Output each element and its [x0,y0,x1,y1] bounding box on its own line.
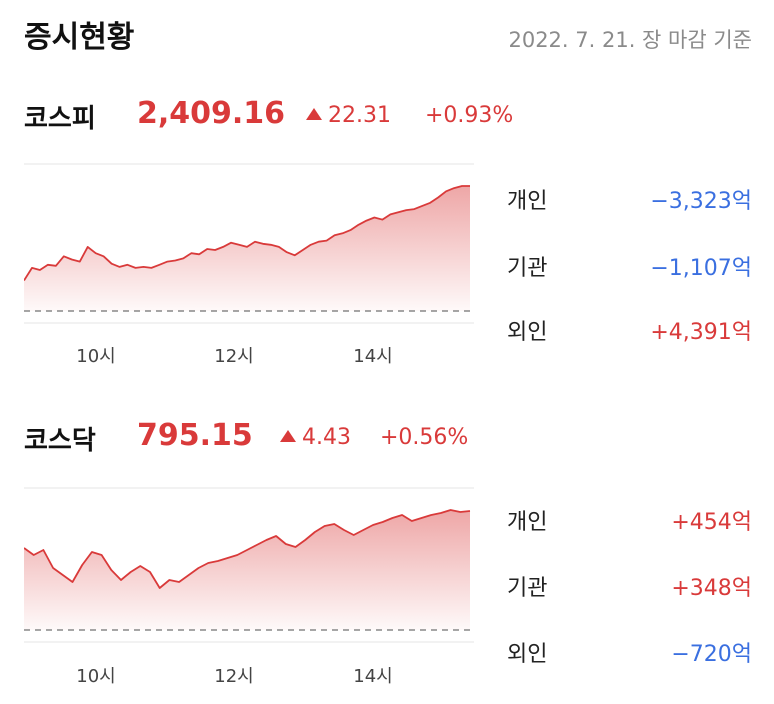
investor-label-institution: 기관 [507,576,548,601]
x-tick-label: 10시 [76,346,116,367]
kospi-intraday-chart[interactable] [24,160,474,325]
market-close-date: 2022. 7. 21. 장 마감 기준 [508,28,752,52]
x-tick-label: 12시 [214,346,254,367]
x-tick-label: 10시 [76,666,116,687]
investor-value-institution: +348억 [671,576,752,601]
chart-area-fill [24,510,470,630]
investor-value-individual: −3,323억 [650,189,752,214]
index-change: 4.43 [280,425,351,450]
investor-label-foreign: 외인 [507,320,548,345]
index-change-pct: +0.93% [425,103,514,128]
investor-label-individual: 개인 [507,189,548,214]
index-value: 2,409.16 [137,96,286,131]
x-tick-label: 14시 [353,666,393,687]
index-name: 코스닥 [24,426,96,456]
chart-series-line [24,185,470,281]
index-value: 795.15 [137,418,253,453]
page-title: 증시현황 [24,20,135,55]
investor-value-foreign: −720억 [671,642,752,667]
up-triangle-icon [280,430,296,442]
investor-label-foreign: 외인 [507,642,548,667]
investor-label-individual: 개인 [507,510,548,535]
chart-series-line [24,509,471,589]
index-change-value: 22.31 [328,103,391,128]
index-change-pct: +0.56% [380,425,469,450]
investor-label-institution: 기관 [507,256,548,281]
investor-value-individual: +454억 [671,510,752,535]
chart-area-fill [24,186,470,311]
index-change-value: 4.43 [302,425,351,450]
x-tick-label: 14시 [353,346,393,367]
index-name: 코스피 [24,104,96,134]
kosdaq-intraday-chart[interactable] [24,484,474,644]
x-tick-label: 12시 [214,666,254,687]
investor-value-foreign: +4,391억 [650,320,752,345]
investor-value-institution: −1,107억 [650,256,752,281]
index-change: 22.31 [306,103,391,128]
up-triangle-icon [306,108,322,120]
